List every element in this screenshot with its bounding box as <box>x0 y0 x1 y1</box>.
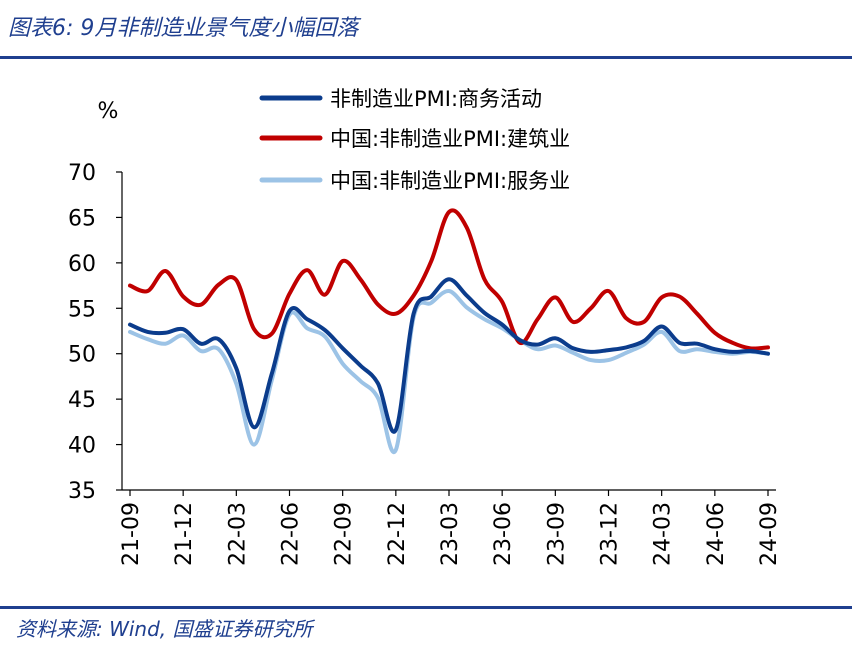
line-chart: 35 40 45 50 55 60 65 70% 21-09 21-12 22-03 22-06 22-… <box>68 87 782 566</box>
y-tick-label: 40 <box>68 434 96 459</box>
series-line-1 <box>128 208 770 351</box>
legend-label: 中国:非制造业PMI:建筑业 <box>330 127 570 151</box>
x-tick-label: 22-06 <box>279 502 304 566</box>
x-tick-label: 21-12 <box>172 502 197 566</box>
y-tick-label: 35 <box>68 479 96 504</box>
x-tick-label: 23-03 <box>438 502 463 566</box>
x-tick-label: 23-09 <box>544 502 569 566</box>
x-tick-label: 21-09 <box>119 502 144 566</box>
source-note: 资料来源: Wind, 国盛证券研究所 <box>16 617 313 641</box>
x-tick-label: 22-09 <box>332 502 357 566</box>
x-tick-label: 23-06 <box>491 502 516 566</box>
x-tick-label: 24-09 <box>757 502 782 566</box>
series-lines <box>128 208 770 455</box>
title-divider <box>0 56 852 59</box>
y-tick-label: 60 <box>68 252 96 277</box>
series-line-0 <box>128 277 770 434</box>
legend-label: 非制造业PMI:商务活动 <box>330 87 542 111</box>
x-tick-label: 24-06 <box>704 502 729 566</box>
y-axis-unit: % <box>98 99 119 124</box>
y-tick-label: 65 <box>68 206 96 231</box>
chart-title: 图表6: 9月非制造业景气度小幅回落 <box>8 16 359 41</box>
y-tick-label: 70 <box>68 161 96 186</box>
x-tick-label: 22-12 <box>385 502 410 566</box>
x-tick-label: 24-03 <box>651 502 676 566</box>
legend-label: 中国:非制造业PMI:服务业 <box>330 169 570 193</box>
source-divider <box>0 606 852 609</box>
x-tick-label: 22-03 <box>225 502 250 566</box>
y-tick-label: 55 <box>68 297 96 322</box>
series-line-2 <box>128 289 770 455</box>
y-tick-label: 45 <box>68 388 96 413</box>
axes: 35 40 45 50 55 60 65 70% 21-09 21-12 22-03 22-06 22-… <box>68 99 782 566</box>
y-tick-label: 50 <box>68 343 96 368</box>
x-tick-label: 23-12 <box>598 502 623 566</box>
